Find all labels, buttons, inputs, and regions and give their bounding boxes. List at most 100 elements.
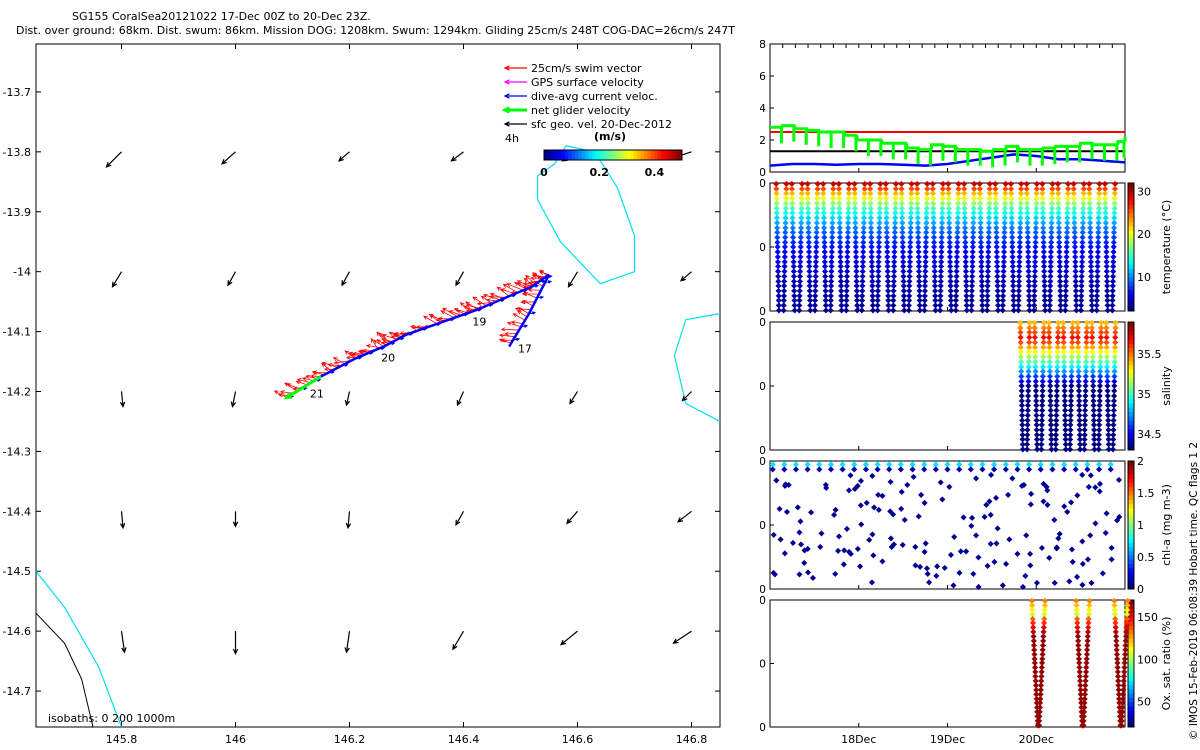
profile-point: ◆	[946, 213, 953, 222]
profile-point: ◆	[1032, 271, 1039, 280]
profile-point: ◆	[953, 276, 960, 285]
profile-point: ◆	[902, 515, 909, 524]
xtick-label-date: 20Dec	[1019, 733, 1054, 746]
profile-point: ◆	[868, 213, 875, 222]
profile-point: ◆	[799, 189, 806, 198]
panel-ytick-label: 0.6	[760, 70, 766, 83]
profile-point: ◆	[984, 296, 991, 305]
map-ytick-label: -14.6	[3, 625, 31, 638]
profile-point: ◆	[828, 291, 835, 300]
profile-point: ◆	[1033, 401, 1040, 410]
colorbar-cell	[1128, 339, 1134, 344]
profile-point: ◆	[1060, 323, 1067, 332]
profile-point: ◆	[1092, 518, 1099, 527]
profile-point: ◆	[1041, 271, 1048, 280]
profile-point: ◆	[1040, 223, 1047, 232]
profile-point: ◆	[940, 194, 947, 203]
profile-point: ◆	[1062, 430, 1069, 439]
profile-point: ◆	[1025, 237, 1032, 246]
profile-point: ◆	[992, 179, 999, 188]
profile-point: ◆	[1096, 194, 1103, 203]
profile-point: ◆	[900, 242, 907, 251]
profile-point: ◆	[947, 276, 954, 285]
day-label: 17	[518, 343, 532, 356]
profile-point: ◆	[832, 505, 839, 514]
profile-point: ◆	[1026, 347, 1033, 356]
profile-point: ◆	[1049, 213, 1056, 222]
profile-point: ◆	[770, 568, 777, 577]
profile-point: ◆	[852, 189, 859, 198]
profile-point: ◆	[1018, 203, 1025, 212]
profile-point: ◆	[1032, 337, 1039, 346]
profile-point: ◆	[804, 179, 811, 188]
profile-point: ◆	[923, 538, 930, 547]
sfc-velocity-arrow	[456, 391, 465, 407]
colorbar-cell	[1128, 428, 1134, 434]
credit-text: © IMOS 15-Feb-2019 06:08:39 Hobart time.…	[1188, 441, 1200, 740]
profile-point: ◆	[962, 242, 969, 251]
profile-point: ◆	[945, 179, 952, 188]
colorbar-label: salinity	[1160, 366, 1173, 406]
profile-point: ◆	[1018, 184, 1025, 193]
sfc-velocity-arrow	[679, 271, 692, 282]
colorbar-cell	[633, 150, 638, 160]
profile-point: ◆	[1057, 276, 1064, 285]
profile-point: ◆	[951, 532, 958, 541]
profile-point: ◆	[963, 276, 970, 285]
profile-point: ◆	[1094, 271, 1101, 280]
profile-point: ◆	[994, 242, 1001, 251]
profile-point: ◆	[923, 233, 930, 242]
colorbar-cell	[1128, 330, 1134, 336]
profile-point: ◆	[1019, 430, 1026, 439]
profile-point: ◆	[892, 223, 899, 232]
profile-point: ◆	[916, 291, 923, 300]
profile-point: ◆	[1030, 618, 1037, 627]
swim-vector-arrow	[512, 313, 526, 321]
colorbar-cell	[1128, 298, 1134, 303]
profile-point: ◆	[950, 580, 957, 589]
profile-point: ◆	[1025, 252, 1032, 261]
profile-point: ◆	[1006, 534, 1013, 543]
profile-point: ◆	[1025, 386, 1032, 395]
profile-point: ◆	[1046, 342, 1053, 351]
profile-point: ◆	[1075, 347, 1082, 356]
profile-point: ◆	[790, 257, 797, 266]
panel-ytick-label: 0	[760, 594, 766, 607]
colorbar-cell	[1128, 520, 1134, 526]
colorbar-cell	[1128, 407, 1134, 413]
profile-point: ◆	[953, 296, 960, 305]
profile-point: ◆	[961, 189, 968, 198]
colorbar-cell	[644, 150, 648, 160]
profile-point: ◆	[863, 465, 870, 474]
profile-point: ◆	[1018, 337, 1025, 346]
profile-point: ◆	[985, 252, 992, 261]
profile-point: ◆	[969, 271, 976, 280]
profile-point: ◆	[1048, 401, 1055, 410]
profile-point: ◆	[924, 564, 931, 573]
profile-point: ◆	[917, 301, 924, 310]
profile-point: ◆	[1118, 720, 1125, 729]
colorbar-cell	[1128, 621, 1134, 626]
profile-point: ◆	[805, 208, 812, 217]
profile-point: ◆	[963, 267, 970, 276]
profile-point: ◆	[1041, 479, 1048, 488]
profile-point: ◆	[1019, 410, 1026, 419]
colorbar-cell	[1128, 537, 1134, 543]
profile-point: ◆	[1041, 237, 1048, 246]
profile-point: ◆	[1023, 530, 1030, 539]
profile-point: ◆	[1056, 213, 1063, 222]
profile-point: ◆	[1041, 267, 1048, 276]
profile-point: ◆	[923, 242, 930, 251]
profile-point: ◆	[1024, 198, 1031, 207]
profile-point: ◆	[1054, 372, 1061, 381]
profile-point: ◆	[791, 262, 798, 271]
profile-point: ◆	[798, 203, 805, 212]
profile-point: ◆	[802, 546, 809, 555]
sfc-velocity-arrow	[337, 151, 350, 162]
sfc-velocity-arrow	[455, 271, 465, 287]
profile-point: ◆	[932, 281, 939, 290]
colorbar-cell	[1128, 398, 1134, 404]
profile-point: ◆	[931, 242, 938, 251]
profile-point: ◆	[1069, 362, 1076, 371]
map-ytick-label: -14.3	[3, 445, 31, 458]
